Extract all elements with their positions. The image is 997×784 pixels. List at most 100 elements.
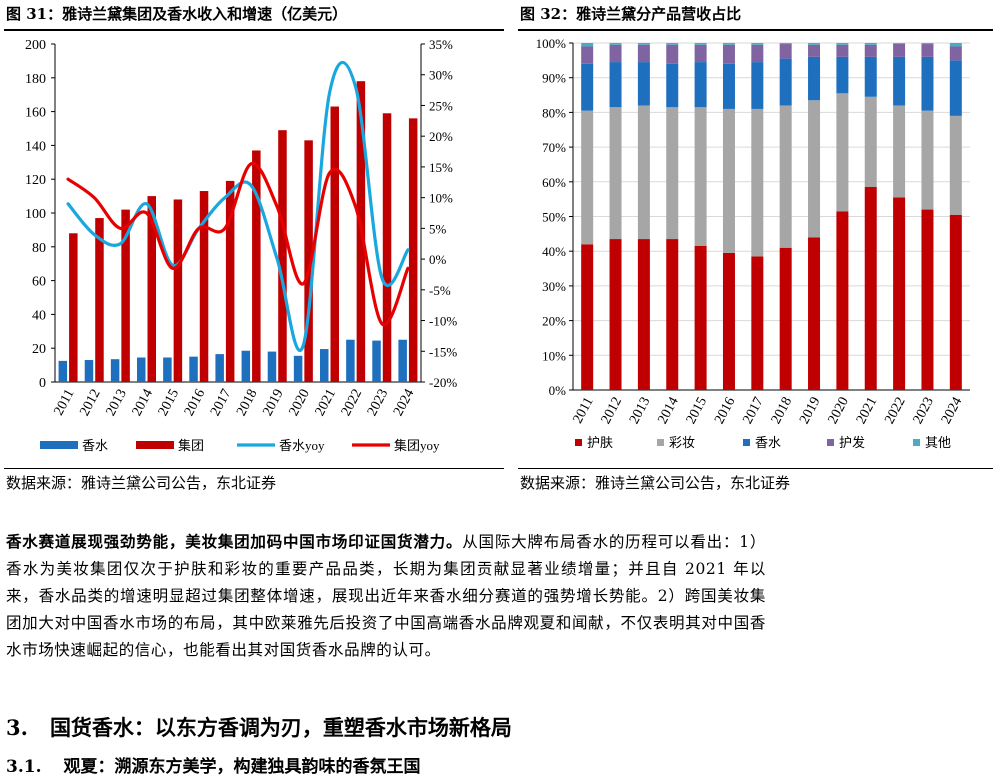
bar-香水-2022	[346, 339, 355, 382]
section-number: 3.	[6, 715, 28, 740]
bar-彩妆-2019	[808, 100, 821, 238]
bar-集团-2012	[95, 218, 104, 382]
legend-label-香水yoy: 香水yoy	[279, 438, 325, 453]
x-tick-label-2018: 2018	[234, 387, 260, 419]
bar-护发-2016	[722, 44, 735, 64]
bar-护肤-2013	[637, 239, 650, 390]
bar-其他-2012	[609, 43, 622, 45]
bar-香水-2011	[58, 360, 68, 382]
point-香水yoy-2024	[407, 249, 409, 251]
bar-其他-2017	[751, 43, 764, 45]
left-y-tick-label-180: 180	[25, 72, 46, 87]
bar-集团-2013	[121, 209, 130, 382]
bar-护肤-2016	[722, 252, 735, 390]
y-tick-label-20%: 20%	[542, 314, 566, 329]
bar-香水-2012	[609, 62, 622, 108]
bar-香水-2015	[163, 357, 172, 382]
figure32-source: 数据来源：雅诗兰黛公司公告，东北证券	[520, 474, 791, 492]
bar-护肤-2024	[949, 214, 962, 390]
bar-彩妆-2015	[694, 107, 707, 246]
point-香水yoy-2023	[381, 276, 383, 279]
y-tick-label-0%: 0%	[549, 383, 567, 398]
x-tick-label-2016: 2016	[182, 387, 208, 419]
left-y-tick-label-80: 80	[32, 241, 46, 256]
point-香水yoy-2020	[302, 344, 304, 346]
point-集团yoy-2018	[250, 163, 252, 165]
x-tick-label-2023: 2023	[365, 387, 391, 419]
point-集团yoy-2013	[119, 227, 121, 229]
right-y-tick-label--15%: -15%	[429, 344, 457, 359]
bar-香水-2023	[921, 56, 934, 111]
point-集团yoy-2016	[198, 227, 200, 229]
right-y-tick-label-5%: 5%	[429, 221, 447, 236]
right-y-tick-label--10%: -10%	[429, 314, 457, 329]
bar-香水-2024	[949, 60, 962, 116]
x-tick-label-2022: 2022	[882, 395, 908, 427]
bar-其他-2022	[893, 43, 906, 44]
point-香水yoy-2021	[328, 92, 331, 94]
bar-集团-2016	[199, 191, 209, 382]
chart31: 0 20 40 60 80 100 120 140 160 180 200 -20% -15% -10% -…	[25, 37, 457, 453]
legend-label-集团yoy: 集团yoy	[394, 438, 440, 453]
bar-其他-2021	[864, 43, 877, 45]
figure31-top-rule	[4, 29, 504, 31]
bar-集团-2024	[408, 118, 418, 383]
figure31-source: 数据来源：雅诗兰黛公司公告，东北证券	[6, 474, 277, 492]
right-y-tick-label-0%: 0%	[429, 252, 447, 267]
x-tick-label-2015: 2015	[684, 395, 710, 427]
bar-集团-2014	[147, 196, 156, 382]
point-香水yoy-2022	[355, 86, 357, 88]
point-集团yoy-2023	[381, 323, 383, 325]
point-集团yoy-2020	[302, 283, 304, 285]
x-tick-label-2012: 2012	[599, 395, 625, 427]
bar-香水-2017	[215, 354, 224, 382]
point-香水yoy-2018	[250, 184, 252, 186]
legend-swatch-集团	[136, 441, 174, 449]
legend-swatch-其他	[913, 439, 920, 446]
legend-swatch-护发	[827, 439, 834, 446]
bar-香水-2021	[320, 349, 329, 382]
bar-集团-2018	[252, 150, 261, 382]
analysis-paragraph: 香水赛道展现强劲势能，美妆集团加码中国市场印证国货潜力。从国际大牌布局香水的历程…	[6, 528, 766, 664]
left-y-tick-label-0: 0	[39, 376, 46, 391]
x-tick-label-2017: 2017	[740, 395, 766, 427]
legend-label-香水: 香水	[755, 435, 781, 450]
bar-护肤-2017	[751, 256, 764, 390]
bar-护肤-2019	[808, 237, 821, 390]
figure31-title: 图 31：雅诗兰黛集团及香水收入和增速（亿美元）	[6, 5, 348, 23]
bar-香水-2022	[893, 56, 906, 106]
bar-香水-2018	[779, 58, 792, 106]
x-tick-label-2017: 2017	[208, 387, 234, 419]
bar-护肤-2022	[893, 197, 906, 390]
x-tick-label-2014: 2014	[130, 387, 156, 419]
y-tick-label-70%: 70%	[542, 140, 566, 155]
bar-护发-2012	[609, 44, 622, 63]
x-tick-label-2013: 2013	[627, 395, 653, 427]
x-tick-label-2019: 2019	[260, 387, 286, 419]
x-tick-label-2021: 2021	[854, 395, 880, 427]
bar-护发-2023	[921, 44, 934, 57]
bar-护肤-2011	[581, 244, 594, 390]
bar-护肤-2012	[609, 239, 622, 390]
bar-护肤-2021	[864, 187, 877, 390]
bar-护发-2011	[581, 46, 594, 64]
bar-香水-2016	[722, 63, 735, 109]
x-tick-label-2023: 2023	[911, 395, 937, 427]
bar-彩妆-2018	[779, 105, 792, 248]
bar-香水-2021	[864, 56, 877, 97]
x-tick-label-2013: 2013	[103, 387, 129, 419]
figure32-top-rule	[518, 29, 993, 31]
x-tick-label-2020: 2020	[286, 387, 312, 419]
point-香水yoy-2011	[67, 203, 69, 205]
left-y-tick-label-100: 100	[25, 207, 46, 222]
bar-其他-2023	[921, 43, 934, 45]
bar-集团-2019	[278, 130, 287, 382]
y-tick-label-60%: 60%	[542, 175, 566, 190]
point-集团yoy-2024	[407, 267, 409, 269]
legend-swatch-彩妆	[657, 439, 664, 446]
bar-护肤-2015	[694, 245, 707, 390]
x-tick-label-2024: 2024	[391, 387, 417, 419]
point-集团yoy-2019	[276, 206, 278, 208]
right-y-tick-label-30%: 30%	[429, 68, 453, 83]
bar-其他-2016	[722, 43, 735, 45]
